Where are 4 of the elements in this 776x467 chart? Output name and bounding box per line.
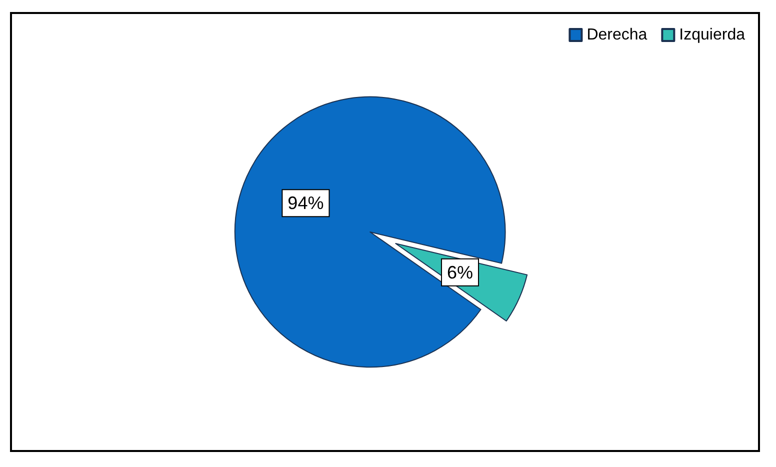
legend-label: Derecha (586, 26, 648, 44)
data-label: 94% (288, 193, 324, 214)
legend-label: Izquierda (679, 26, 746, 44)
data-label: 6% (446, 262, 474, 282)
